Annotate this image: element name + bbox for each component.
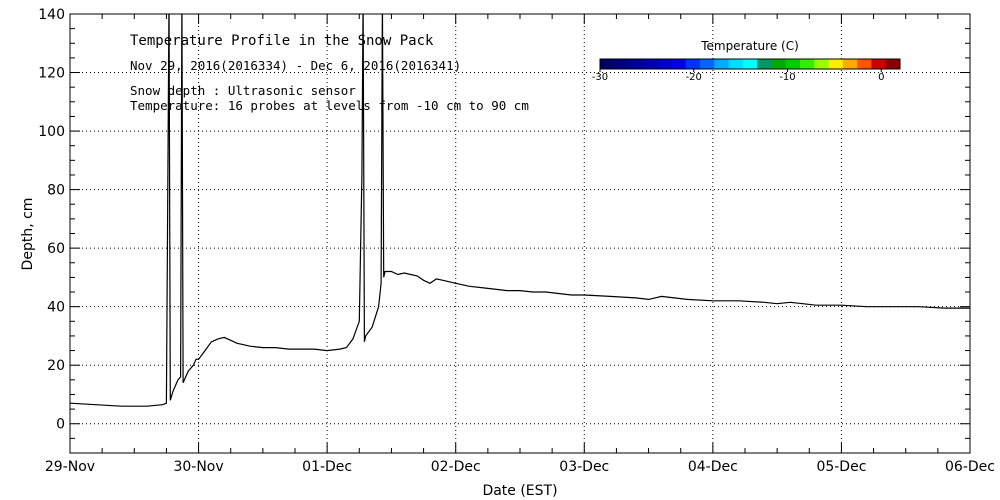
colorbar-cell (742, 59, 758, 69)
colorbar-ticks: -30 -20 -10 0 (592, 69, 884, 83)
y-tick-label: 60 (47, 241, 65, 257)
ticks-layer (69, 13, 971, 454)
colorbar-cell (714, 59, 730, 69)
grid-layer (70, 14, 970, 453)
colorbar-cell (600, 59, 615, 69)
colorbar-cell (842, 59, 858, 69)
colorbar-cell (642, 59, 658, 69)
chart-note-probes: Temperature: 16 probes at levels from -1… (130, 98, 529, 113)
colorbar-cell (885, 59, 901, 69)
colorbar-cell (800, 59, 815, 69)
x-tick-label: 05-Dec (816, 459, 866, 475)
x-tick-label: 06-Dec (945, 459, 995, 475)
y-tick-label: 140 (38, 7, 65, 23)
x-tick-label: 03-Dec (559, 459, 609, 475)
y-tick-label: 20 (47, 358, 65, 374)
colorbar-tick-label: -10 (779, 72, 795, 83)
chart-title: Temperature Profile in the Snow Pack (130, 33, 434, 49)
colorbar-cell (614, 59, 630, 69)
colorbar-cell (771, 59, 787, 69)
series-layer (70, 14, 970, 407)
x-tick-label: 02-Dec (431, 459, 481, 475)
colorbar-cell (857, 59, 872, 69)
colorbar-cells (599, 58, 901, 70)
colorbar-cell (814, 59, 830, 69)
x-tick-label: 04-Dec (688, 459, 738, 475)
colorbar-tick-label: -20 (686, 72, 702, 83)
plot-frame (69, 13, 971, 454)
y-tick-label: 120 (38, 66, 65, 82)
colorbar-cell (671, 59, 687, 69)
x-tick-label: 30-Nov (173, 459, 223, 475)
colorbar-cell (628, 59, 644, 69)
y-tick-label: 40 (47, 300, 65, 316)
y-tick-label: 80 (47, 183, 65, 199)
x-axis-label: Date (EST) (482, 483, 557, 499)
colorbar-cell (871, 59, 887, 69)
colorbar-cell (685, 59, 701, 69)
colorbar-cell (700, 59, 715, 69)
colorbar-frame (599, 58, 901, 70)
colorbar-cell (757, 59, 772, 69)
chart-subtitle: Nov 29, 2016(2016334) - Dec 6, 2016(2016… (130, 58, 461, 73)
y-axis-label: Depth, cm (20, 198, 36, 271)
snow-depth-line (70, 14, 970, 407)
x-tick-label: 01-Dec (302, 459, 352, 475)
colorbar-tick-label: 0 (878, 72, 884, 83)
colorbar-cell (728, 59, 744, 69)
y-tick-label: 100 (38, 124, 65, 140)
colorbar-cell (828, 59, 844, 69)
colorbar-cell (785, 59, 801, 69)
x-tick-label: 29-Nov (45, 459, 95, 475)
colorbar-tick-label: -30 (592, 72, 608, 83)
labels-layer: 0 20 40 60 80 100 120 140 29-Nov 30-Nov 01-Dec 02-D… (38, 7, 995, 475)
colorbar-title: Temperature (C) (700, 39, 799, 53)
colorbar-cell (657, 59, 672, 69)
y-tick-label: 0 (56, 417, 65, 433)
colorbar-legend: Temperature (C) -30 -20 -10 0 (592, 39, 901, 83)
chart-note-sensor: Snow depth : Ultrasonic sensor (130, 83, 356, 98)
